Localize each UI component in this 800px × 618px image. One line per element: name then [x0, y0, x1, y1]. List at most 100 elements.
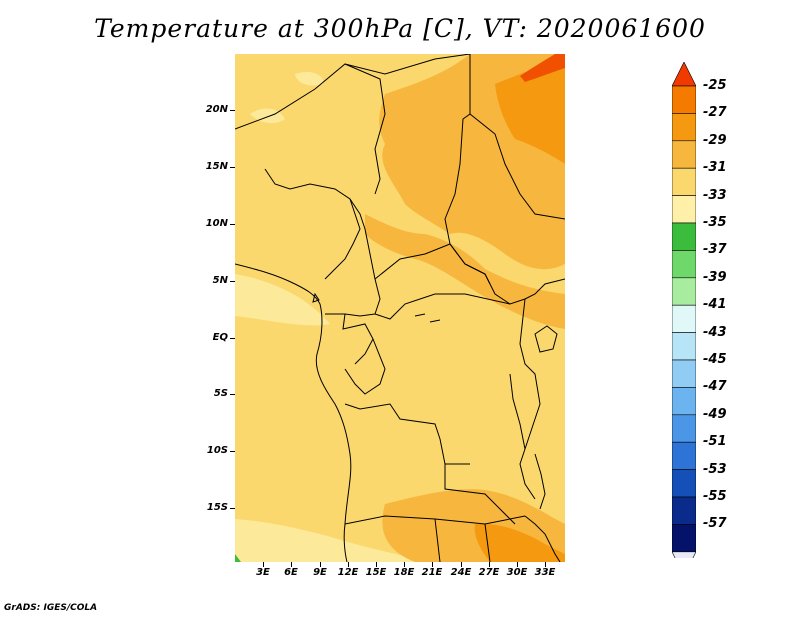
- colorbar-label: -53: [703, 461, 727, 477]
- pale-region-north: [250, 72, 324, 124]
- colorbar-label: -47: [703, 379, 727, 395]
- pale-region-atlantic: [235, 274, 330, 326]
- lat-label-10n: 10N: [205, 218, 228, 229]
- inland-water: [312, 292, 441, 323]
- border-congo-drc: [374, 293, 511, 320]
- chart-title: Temperature at 300hPa [C], VT: 202006160…: [94, 14, 706, 43]
- lon-label-3e: 3E: [256, 567, 270, 578]
- border-lake-malawi: [534, 453, 546, 510]
- warmer-region-northeast: [495, 59, 565, 164]
- colorbar-label: -43: [703, 324, 727, 340]
- lon-label-15e: 15E: [365, 567, 387, 578]
- colorbar-top-cap: [672, 62, 696, 87]
- credit-text: GrADS: IGES/COLA: [4, 603, 98, 613]
- border-nigeria: [264, 168, 361, 280]
- colorbar-band: [672, 414, 696, 443]
- colorbar-band: [672, 195, 696, 224]
- border-niger-chad: [235, 63, 386, 195]
- lon-tick: [517, 562, 518, 567]
- border-drc-angola: [344, 403, 470, 465]
- lon-label-6e: 6E: [284, 567, 298, 578]
- colorbar-band: [672, 222, 696, 251]
- lon-label-33e: 33E: [534, 567, 556, 578]
- border-lake-victoria: [534, 325, 558, 353]
- colorbar-band: [672, 524, 696, 553]
- colorbar-band: [672, 441, 696, 470]
- lat-label-15s: 15S: [206, 502, 228, 513]
- lat-tick: [230, 110, 235, 111]
- coastline: [235, 263, 352, 562]
- border-libya-chad: [344, 54, 471, 75]
- border-cameroon: [349, 198, 381, 315]
- colorbar-label: -45: [703, 352, 727, 367]
- cold-region-corner: [235, 554, 241, 562]
- colorbar-label: -31: [703, 160, 727, 176]
- border-angola-zambia: [444, 464, 516, 525]
- lat-tick: [230, 451, 235, 452]
- lat-label-eq: EQ: [212, 332, 228, 343]
- lon-tick: [376, 562, 377, 567]
- lon-tick: [545, 562, 546, 567]
- border-east-africa: [519, 278, 565, 500]
- lat-tick: [230, 167, 235, 168]
- lon-tick: [489, 562, 490, 567]
- colorbar-label: -35: [703, 215, 727, 230]
- lon-label-21e: 21E: [421, 567, 443, 578]
- colorbar-label: -55: [703, 489, 727, 504]
- colorbar-band: [672, 387, 696, 416]
- colorbar-band: [672, 113, 696, 142]
- colorbar-band: [672, 167, 696, 196]
- lat-label-5n: 5N: [212, 275, 228, 286]
- lon-label-24e: 24E: [450, 567, 472, 578]
- border-gabon: [325, 313, 376, 365]
- colorbar-band: [672, 277, 696, 306]
- colorbar-label: -39: [703, 269, 727, 285]
- lon-tick: [461, 562, 462, 567]
- lon-tick: [404, 562, 405, 567]
- lon-label-18e: 18E: [393, 567, 415, 578]
- colorbar-band: [672, 85, 696, 114]
- lon-label-12e: 12E: [337, 567, 359, 578]
- colorbar-band: [672, 332, 696, 361]
- colorbar-label: -27: [703, 105, 727, 121]
- colorbar-label: -41: [703, 297, 727, 313]
- colorbar-band: [672, 304, 696, 333]
- warmer-region-southeast: [474, 523, 565, 562]
- lon-label-27e: 27E: [478, 567, 500, 578]
- colorbar-label: -51: [703, 434, 727, 450]
- lat-tick: [230, 508, 235, 509]
- hot-region: [520, 54, 565, 82]
- border-namibia-botswana: [434, 518, 491, 562]
- lon-tick: [320, 562, 321, 567]
- colorbar-label: -25: [703, 78, 727, 93]
- colorbar: [672, 62, 696, 558]
- lon-tick: [348, 562, 349, 567]
- colorbar-label: -33: [703, 187, 727, 203]
- colorbar-label: -49: [703, 406, 727, 422]
- lon-label-9e: 9E: [313, 567, 327, 578]
- lon-tick: [291, 562, 292, 567]
- colorbar-band: [672, 496, 696, 525]
- colorbar-band: [672, 140, 696, 169]
- colorbar-band: [672, 469, 696, 498]
- lat-label-10s: 10S: [206, 445, 228, 456]
- colorbar-label: -57: [703, 516, 727, 532]
- border-lake-tanganyika: [509, 373, 526, 450]
- border-car: [374, 243, 526, 305]
- colorbar-bottom-cap: [672, 551, 696, 558]
- lat-tick: [230, 338, 235, 339]
- lat-tick: [230, 281, 235, 282]
- colorbar-band: [672, 359, 696, 388]
- lon-tick: [263, 562, 264, 567]
- country-borders: [235, 54, 565, 562]
- pale-region-south-atlantic: [235, 519, 425, 562]
- border-congo: [344, 338, 386, 395]
- lon-label-30e: 30E: [506, 567, 528, 578]
- lat-tick: [230, 224, 235, 225]
- lat-label-5s: 5S: [213, 388, 228, 399]
- warm-region-sahel: [365, 214, 565, 329]
- lat-tick: [230, 394, 235, 395]
- border-zimbabwe: [524, 515, 561, 562]
- colorbar-label: -37: [703, 242, 727, 258]
- lon-tick: [432, 562, 433, 567]
